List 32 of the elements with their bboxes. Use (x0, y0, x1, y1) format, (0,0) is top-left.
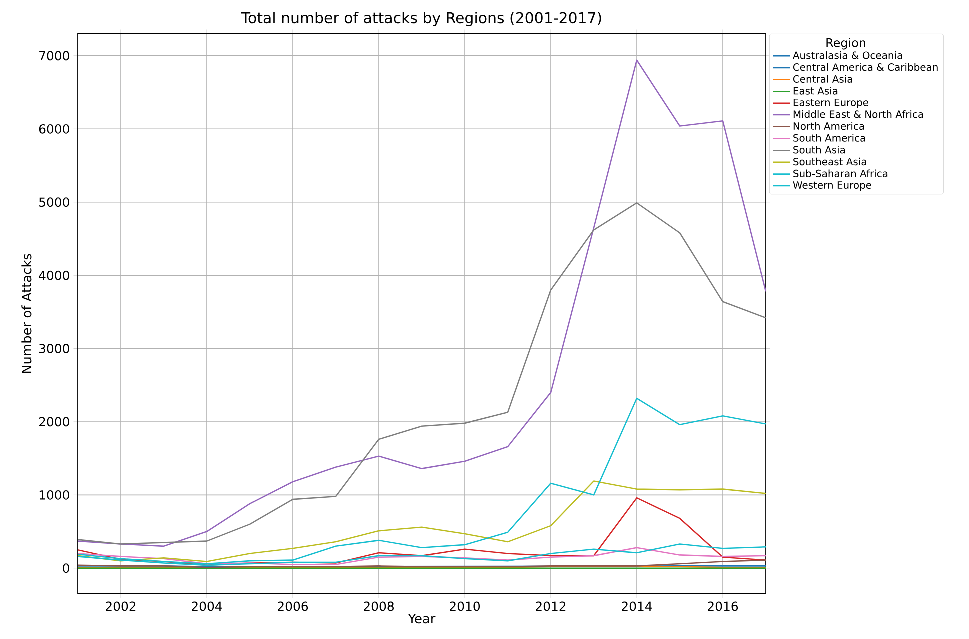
y-tick-label: 2000 (39, 417, 70, 427)
x-tick-label: 2014 (622, 602, 652, 612)
x-axis-title: Year (408, 614, 436, 624)
x-tick-label: 2012 (536, 602, 566, 612)
chart-title: Total number of attacks by Regions (2001-2017) (241, 12, 602, 26)
legend-label: Western Europe (793, 182, 872, 191)
legend-label: Sub-Saharan Africa (794, 170, 888, 178)
legend-label: South America (794, 134, 866, 142)
x-tick-label: 2016 (708, 602, 738, 612)
legend-title: Region (826, 38, 866, 50)
legend-label: Australasia & Oceania (793, 52, 902, 60)
legend-label: North America (794, 122, 864, 130)
x-tick-label: 2002 (106, 602, 136, 612)
y-axis-title: Number of Attacks (22, 254, 32, 374)
legend-label: Central America & Caribbean (793, 63, 938, 72)
y-tick-label: 6000 (39, 124, 70, 134)
y-tick-label: 4000 (39, 270, 70, 280)
legend-label: Eastern Europe (794, 98, 868, 108)
legend-label: Southeast Asia (794, 158, 866, 166)
x-tick-label: 2006 (278, 602, 308, 612)
y-tick-label: 0 (63, 564, 70, 574)
x-tick-label: 2010 (450, 602, 480, 612)
y-tick-label: 5000 (40, 198, 70, 208)
legend-label: Central Asia (793, 75, 852, 83)
y-tick-label: 3000 (40, 344, 70, 354)
legend-label: East Asia (794, 87, 838, 95)
y-tick-label: 1000 (40, 490, 70, 500)
x-tick-label: 2004 (192, 602, 222, 612)
x-tick-label: 2008 (364, 602, 394, 612)
legend-label: Middle East & North Africa (794, 110, 924, 118)
y-tick-label: 7000 (40, 51, 70, 61)
legend-label: South Asia (794, 146, 846, 154)
